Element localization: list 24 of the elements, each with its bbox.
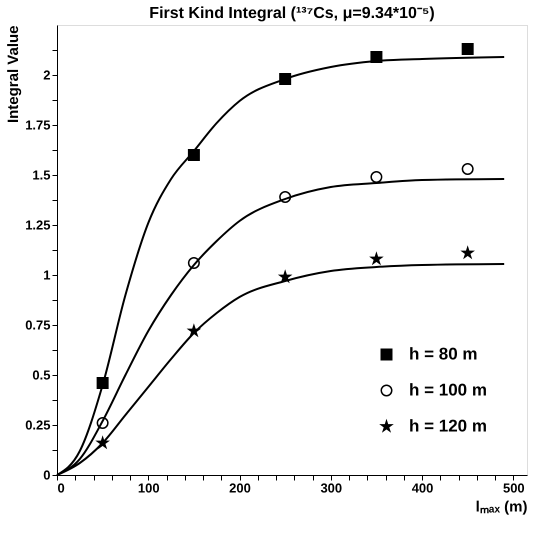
x-tick-label: 500 (502, 480, 525, 496)
chart-title: First Kind Integral (¹³⁷Cs, μ=9.34*10⁻⁵) (149, 5, 435, 22)
y-tick-label: 1 (43, 268, 50, 282)
x-tick-label: 400 (412, 480, 434, 496)
legend-label: h = 120 m (409, 416, 487, 436)
x-tick-label: 300 (320, 480, 342, 496)
y-tick-label: 1.5 (32, 168, 50, 182)
x-tick-label: 0 (58, 480, 65, 496)
x-tick-label: 100 (138, 480, 160, 496)
y-tick-label: 1.25 (25, 218, 50, 232)
legend-label: h = 80 m (409, 344, 478, 364)
y-axis-title: Integral Value (5, 26, 22, 124)
point (370, 171, 382, 183)
x-tick-label: 200 (229, 480, 251, 496)
y-tick-label: 0.5 (32, 368, 50, 382)
point (462, 163, 474, 175)
legend-label: h = 100 m (409, 380, 487, 400)
y-tick-label: 0 (43, 468, 50, 482)
y-tick-label: 2 (43, 68, 50, 82)
x-axis-title: lₘₐₓ (m) (476, 498, 528, 516)
y-tick-label: 0.75 (25, 318, 50, 332)
y-tick-label: 0.25 (25, 418, 50, 432)
y-tick-label: 1.75 (25, 118, 50, 132)
point (462, 43, 474, 55)
